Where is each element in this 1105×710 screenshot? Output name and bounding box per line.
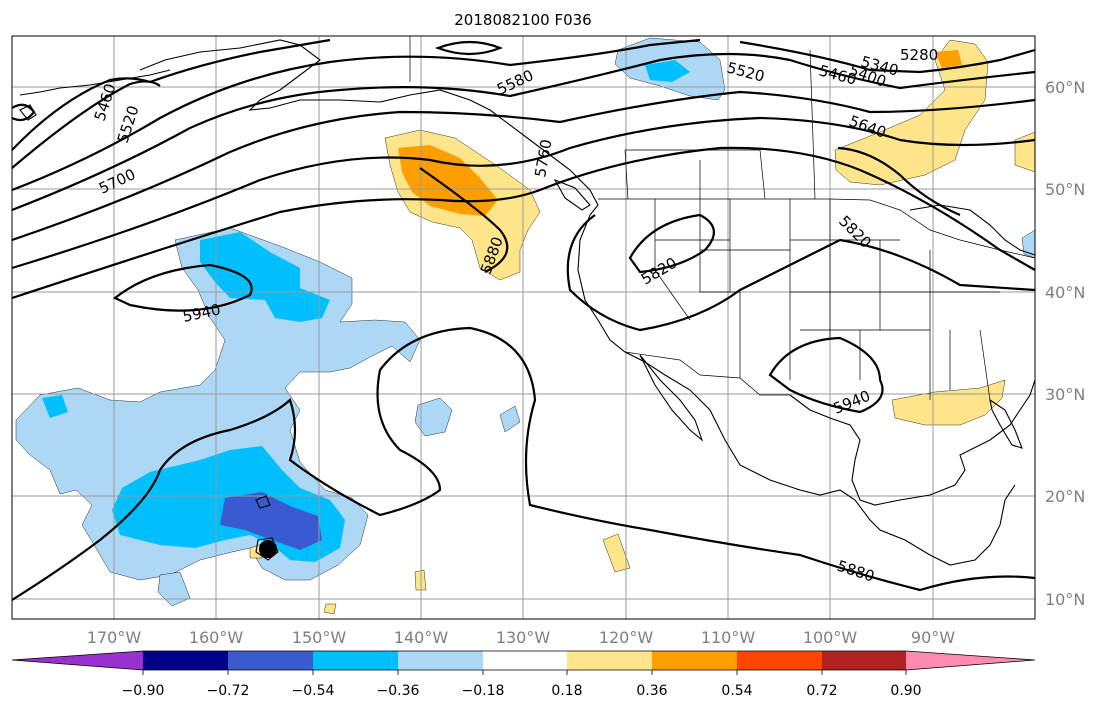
negative-mid-region-canada (645, 60, 690, 82)
colorbar-segment (398, 651, 483, 670)
colorbar-segment (228, 651, 313, 670)
colorbar-extend-max (906, 651, 1035, 670)
coastline-alaska-canada (139, 39, 1016, 566)
contour-line (11, 90, 1036, 242)
colorbar-segment (483, 651, 567, 670)
contour-line (419, 167, 509, 273)
lat-label: 40°N (1045, 283, 1085, 302)
positive-light-island-3 (323, 603, 337, 615)
contour-line (11, 38, 1036, 192)
colorbar-tick-labels: −0.90 −0.72 −0.54 −0.36 −0.18 0.18 0.36 … (122, 683, 922, 699)
lat-label: 60°N (1045, 78, 1085, 97)
contour-line (11, 38, 331, 151)
lon-label: 130°W (496, 628, 551, 647)
colorbar-tick-label: 0.36 (636, 683, 667, 699)
positive-mid-region-alaska (398, 145, 498, 216)
colorbar: −0.90 −0.72 −0.54 −0.36 −0.18 0.18 0.36 … (11, 650, 1036, 699)
lon-label: 170°W (87, 628, 142, 647)
contour-line (566, 214, 1036, 332)
contour-line (11, 326, 1036, 601)
coastline-baja (639, 354, 704, 442)
colorbar-segment (737, 651, 822, 670)
lat-label: 30°N (1045, 385, 1085, 404)
colorbar-extend-min (12, 651, 143, 670)
latitude-labels: 60°N 50°N 40°N 30°N 20°N 10°N (1045, 78, 1085, 609)
colorbar-segment (313, 651, 398, 670)
coastlines (19, 39, 1036, 566)
coastline-aleutians (19, 69, 171, 96)
lat-label: 20°N (1045, 487, 1085, 506)
contour-line (11, 116, 1036, 270)
colorbar-tick-label: −0.54 (292, 683, 335, 699)
border-us-mexico (624, 351, 790, 396)
colorbar-tick-label: 0.18 (551, 683, 582, 699)
lat-label: 10°N (1045, 590, 1085, 609)
contours (11, 38, 1036, 601)
coastline-gulf (789, 379, 1036, 506)
negative-light-island-2 (499, 405, 521, 433)
lat-label: 50°N (1045, 180, 1085, 199)
map-frame (11, 35, 1036, 620)
colorbar-tick-label: 0.54 (721, 683, 752, 699)
lon-label: 100°W (803, 628, 858, 647)
colorbar-tick-label: −0.36 (377, 683, 420, 699)
positive-light-region-gulf (891, 379, 1006, 426)
colorbar-segment (143, 651, 228, 670)
negative-mid-region-pacific-north (200, 232, 330, 322)
colorbar-ticks (142, 670, 907, 675)
negative-mid-region-west (42, 395, 68, 418)
contour-line (11, 52, 1036, 212)
colorbar-segment (567, 651, 652, 670)
colorbar-tick-label: 0.90 (890, 683, 921, 699)
contour-label: 5280 (900, 46, 938, 64)
negative-light-island-3 (157, 571, 191, 607)
longitude-labels: 170°W 160°W 150°W 140°W 130°W 120°W 110°… (87, 628, 955, 647)
positive-mid-region-canada (935, 50, 962, 68)
lon-label: 140°W (394, 628, 449, 647)
colorbar-segments (12, 651, 1035, 670)
contour-line (768, 336, 884, 414)
lon-label: 150°W (292, 628, 347, 647)
colorbar-tick-label: −0.18 (462, 683, 505, 699)
lon-label: 120°W (599, 628, 654, 647)
colorbar-segment (652, 651, 737, 670)
lon-label: 90°W (911, 628, 955, 647)
negative-light-island-1 (414, 397, 453, 437)
colorbar-tick-label: −0.90 (122, 683, 165, 699)
contour-line (434, 40, 503, 56)
map-title: 2018082100 F036 (454, 11, 591, 29)
lon-label: 160°W (189, 628, 244, 647)
contour-line (112, 263, 253, 312)
contour-line (11, 103, 36, 122)
colorbar-tick-label: 0.72 (806, 683, 837, 699)
lon-label: 110°W (701, 628, 756, 647)
positive-light-island-1 (602, 533, 631, 573)
coastline-florida (989, 398, 1023, 449)
map-panel: 5460 5520 5700 5580 5520 5460 5400 5340 … (11, 35, 1036, 620)
contour-line (11, 80, 161, 169)
contour-line (628, 213, 715, 274)
contour-line (837, 146, 961, 217)
colorbar-segment (822, 651, 906, 670)
coastline-vancouver (553, 178, 591, 211)
hawaii-big-island (259, 540, 277, 558)
negative-strong-region (220, 492, 322, 550)
canada-province-lines (624, 49, 816, 200)
colorbar-tick-label: −0.72 (207, 683, 250, 699)
contour-line (11, 146, 1036, 300)
